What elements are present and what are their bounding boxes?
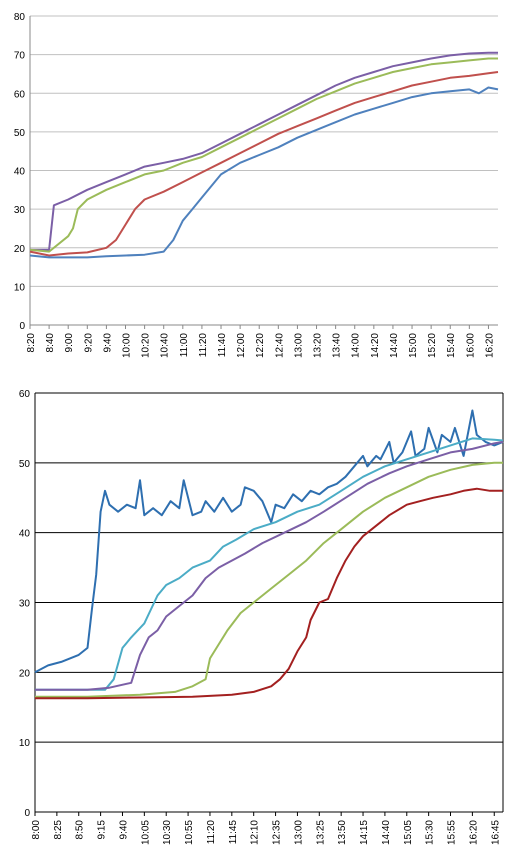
x-tick-label: 14:20 [370, 333, 381, 358]
x-tick-label: 13:25 [315, 820, 326, 845]
series-line-2 [29, 57, 498, 253]
y-tick-label: 60 [19, 389, 31, 400]
y-tick-label: 30 [19, 599, 31, 610]
y-tick-label: 70 [14, 51, 26, 62]
x-tick-label: 15:00 [408, 333, 419, 358]
x-tick-label: 16:20 [468, 820, 479, 845]
x-tick-label: 13:50 [337, 820, 348, 845]
series-line-4 [35, 461, 503, 698]
x-tick-label: 12:00 [236, 333, 247, 358]
x-tick-label: 14:40 [381, 820, 392, 845]
x-tick-label: 9:00 [64, 333, 75, 353]
x-tick-label: 10:30 [162, 820, 173, 845]
y-tick-label: 30 [14, 205, 26, 216]
x-tick-label: 9:20 [83, 333, 94, 353]
x-tick-label: 8:25 [53, 820, 64, 840]
x-tick-label: 15:40 [446, 333, 457, 358]
x-tick-label: 15:20 [427, 333, 438, 358]
x-tick-label: 15:05 [403, 820, 414, 845]
y-tick-label: 40 [14, 167, 26, 178]
series-line-5 [35, 487, 503, 700]
x-tick-label: 16:45 [490, 820, 501, 845]
x-tick-label: 10:55 [184, 820, 195, 845]
x-tick-label: 10:00 [122, 333, 133, 358]
x-tick-label: 11:20 [198, 333, 209, 358]
chart-top: 0 10 20 30 40 50 60 70 80 8:20 8:40 9:00 9:20 9:40 10:… [14, 12, 499, 358]
x-tick-label: 11:00 [179, 333, 190, 358]
y-tick-label: 50 [19, 459, 31, 470]
y-tick-label: 0 [24, 808, 30, 819]
x-tick-label: 11:20 [206, 820, 217, 845]
x-tick-label: 12:10 [250, 820, 261, 845]
x-tick-label: 15:30 [425, 820, 436, 845]
x-tick-label: 16:20 [484, 333, 495, 358]
x-tick-label: 10:20 [141, 333, 152, 358]
series-line-3 [35, 440, 504, 691]
series-line-2 [35, 437, 504, 691]
x-tick-label: 10:05 [140, 820, 151, 845]
x-tick-label: 13:00 [293, 333, 304, 358]
x-tick-label: 10:40 [160, 333, 171, 358]
x-tick-label: 12:40 [274, 333, 285, 358]
x-tick-label: 12:35 [272, 820, 283, 845]
y-tick-label: 80 [14, 12, 26, 23]
x-tick-label: 14:40 [389, 333, 400, 358]
x-tick-label: 11:45 [228, 820, 239, 845]
y-tick-label: 20 [14, 244, 26, 255]
series-line-3 [29, 71, 499, 257]
x-tick-label: 13:00 [293, 820, 304, 845]
x-tick-label: 15:55 [447, 820, 458, 845]
x-tick-label: 9:40 [118, 820, 129, 840]
y-tick-label: 10 [14, 282, 26, 293]
x-tick-label: 8:50 [75, 820, 86, 840]
x-tick-label: 8:40 [45, 333, 56, 353]
x-tick-label: 13:20 [313, 333, 324, 358]
x-tick-label: 14:00 [351, 333, 362, 358]
series-line-1 [30, 51, 498, 251]
series-line-1 [34, 409, 504, 674]
y-tick-label: 20 [19, 668, 31, 679]
x-tick-label: 8:20 [26, 333, 37, 353]
y-tick-label: 40 [19, 529, 31, 540]
x-tick-label: 16:00 [465, 333, 476, 358]
series-line-4 [29, 86, 499, 259]
y-tick-label: 50 [14, 128, 26, 139]
y-tick-label: 10 [19, 738, 31, 749]
x-tick-label: 11:40 [217, 333, 228, 358]
chart-bottom: 0 10 20 30 40 50 60 8:00 8:25 8:50 9:15 9:40 10:05 10… [19, 389, 504, 845]
x-tick-label: 12:20 [255, 333, 266, 358]
x-tick-label: 14:15 [359, 820, 370, 845]
y-tick-label: 60 [14, 89, 26, 100]
x-tick-label: 8:00 [31, 820, 42, 840]
y-tick-label: 0 [19, 321, 25, 332]
x-tick-label: 9:15 [97, 820, 108, 840]
x-tick-label: 13:40 [332, 333, 343, 358]
x-tick-label: 9:40 [102, 333, 113, 353]
